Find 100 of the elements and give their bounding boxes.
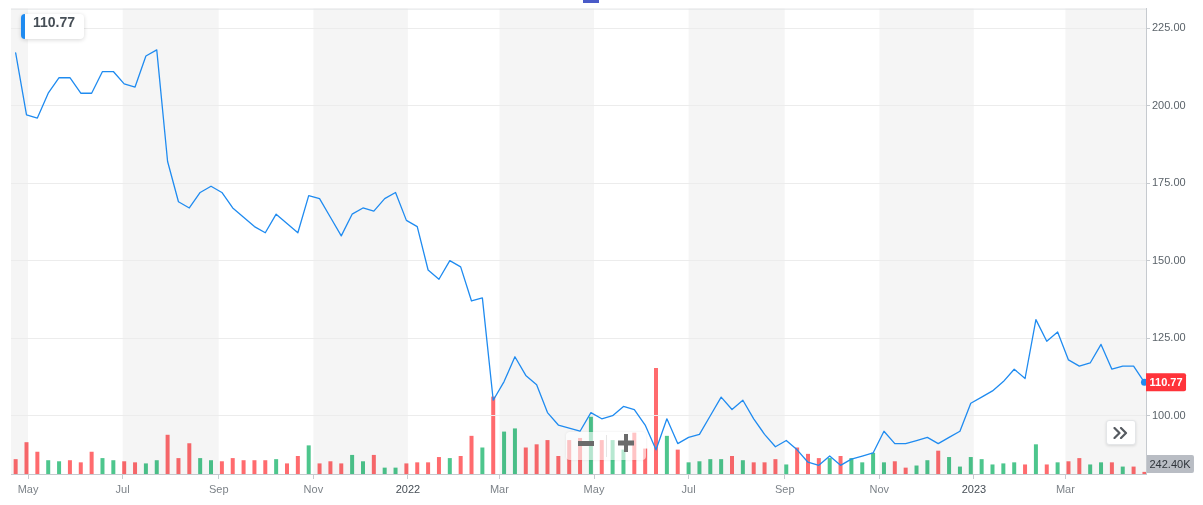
bar [708, 459, 713, 474]
bar [209, 460, 214, 474]
bar [567, 440, 572, 474]
bar [1001, 463, 1006, 474]
bar [968, 457, 973, 474]
bar [1142, 471, 1146, 474]
bar [773, 459, 778, 474]
x-tick-label: May [17, 482, 39, 495]
bar [447, 458, 452, 474]
bar [1109, 462, 1114, 474]
text: 242.40K [1149, 457, 1192, 470]
bar [534, 444, 539, 474]
bar [491, 396, 496, 474]
bar [957, 466, 962, 474]
bar [740, 460, 745, 474]
bar [1012, 462, 1017, 474]
bar [469, 435, 474, 474]
bar [686, 462, 691, 474]
x-tick-label: Jul [681, 482, 696, 495]
bar [523, 447, 528, 474]
bar [827, 458, 832, 474]
x-tick-label: May [583, 482, 605, 495]
bar [925, 460, 930, 474]
bar [697, 461, 702, 474]
bar [751, 462, 756, 474]
bar [382, 467, 387, 474]
x-tick-label: Mar [1055, 482, 1076, 495]
bar [404, 463, 409, 474]
bar [415, 462, 420, 474]
bar [274, 459, 279, 474]
x-tick-label: 2022 [395, 482, 421, 495]
bar [632, 432, 637, 474]
bar [436, 457, 441, 474]
bar [502, 431, 507, 474]
bar [881, 462, 886, 474]
bar [306, 445, 311, 474]
bar [13, 459, 18, 474]
x-tick-label: 2023 [961, 482, 987, 495]
bar [165, 434, 170, 474]
bar [512, 428, 517, 474]
bar [1131, 466, 1136, 474]
bar [241, 460, 246, 474]
annotation: 110.77 [1149, 375, 1183, 388]
bar [480, 447, 485, 474]
bar [46, 460, 51, 474]
bar [133, 462, 138, 474]
bar [719, 459, 724, 474]
y-tick-label: 225.00 [1152, 21, 1186, 34]
bar [654, 368, 659, 474]
bar [393, 467, 398, 474]
bar [187, 443, 192, 474]
bar [230, 458, 235, 474]
bar [599, 440, 604, 474]
bar [675, 449, 680, 474]
bar [1077, 458, 1082, 474]
bar [295, 455, 300, 474]
bar [89, 451, 94, 474]
bar [1120, 466, 1125, 474]
bar [1023, 464, 1028, 474]
y-tick-label: 200.00 [1152, 98, 1186, 111]
y-tick-label: 150.00 [1152, 253, 1186, 266]
bar [1099, 462, 1104, 474]
x-tick-label: Sep [208, 482, 229, 495]
bar [111, 460, 116, 474]
x-tick-label: Mar [489, 482, 510, 495]
bar [176, 458, 181, 474]
bar [198, 458, 203, 474]
bar [990, 464, 995, 474]
bar [360, 461, 365, 474]
bar [371, 454, 376, 474]
bar [100, 458, 105, 474]
x-tick-label: Nov [303, 482, 324, 495]
y-tick-label: 125.00 [1152, 331, 1186, 344]
bar [154, 460, 159, 474]
bar [328, 461, 333, 474]
bar [610, 440, 615, 474]
bar [849, 458, 854, 474]
bar [871, 452, 876, 474]
bar [350, 454, 355, 474]
bar [35, 451, 40, 474]
bar [1066, 461, 1071, 474]
bar [252, 460, 257, 474]
bar [730, 455, 734, 474]
bar [263, 460, 268, 474]
bar [643, 448, 648, 474]
bar [892, 461, 897, 474]
bar [914, 465, 919, 474]
bar [24, 442, 29, 474]
bar [545, 440, 550, 474]
bar [219, 461, 224, 474]
bar [838, 455, 843, 474]
bar [1055, 462, 1060, 474]
bar [285, 463, 289, 474]
bar [762, 462, 767, 474]
bar [143, 463, 148, 474]
bar [339, 463, 344, 474]
bar [805, 453, 810, 474]
bar [426, 462, 431, 474]
bar [556, 455, 561, 474]
y-tick-label: 100.00 [1152, 408, 1186, 421]
